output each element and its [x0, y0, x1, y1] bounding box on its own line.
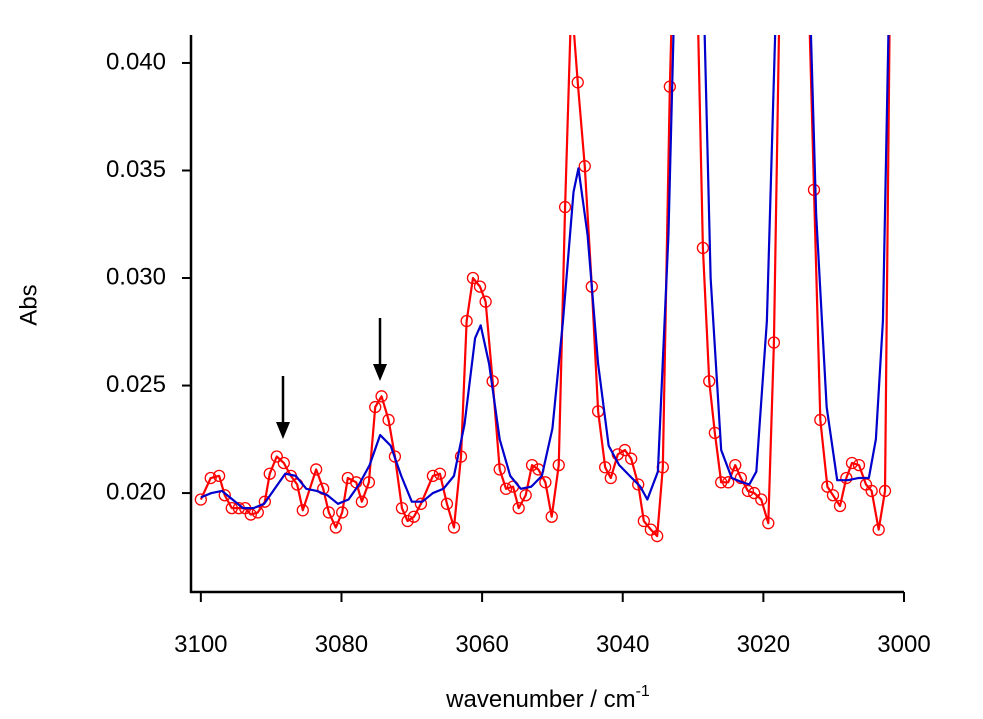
y-tick-label: 0.025	[106, 371, 166, 398]
data-point	[414, 497, 428, 510]
data-point	[499, 482, 513, 495]
data-point	[748, 486, 761, 500]
data-point	[703, 375, 716, 388]
data-point	[493, 463, 506, 476]
y-tick-label: 0.040	[106, 48, 166, 75]
data-point	[218, 489, 231, 502]
data-point	[762, 517, 775, 530]
arrow	[276, 376, 290, 439]
data-point	[552, 458, 565, 472]
data-point	[618, 443, 631, 457]
data-point	[625, 452, 638, 465]
data-point	[651, 529, 664, 543]
arrow-head	[373, 364, 387, 381]
data-point	[545, 510, 558, 523]
data-point	[663, 80, 676, 93]
data-point	[407, 510, 421, 523]
data-point	[632, 478, 645, 491]
data-point	[644, 523, 658, 536]
data-point	[558, 200, 572, 214]
data-point	[310, 463, 323, 476]
data-point	[845, 456, 859, 470]
data-point	[433, 467, 447, 480]
data-point	[734, 471, 748, 485]
data-point	[814, 413, 827, 427]
y-tick-label: 0.030	[106, 263, 166, 290]
data-point	[204, 471, 217, 485]
x-axis-label-superscript: -1	[636, 683, 650, 700]
data-point	[767, 336, 781, 349]
plot-area	[194, 0, 892, 543]
data-point	[447, 521, 461, 534]
data-point	[426, 469, 440, 483]
data-point	[865, 484, 878, 498]
data-point	[212, 469, 226, 483]
data-point	[729, 458, 742, 472]
data-point	[872, 523, 885, 536]
data-point	[401, 514, 414, 528]
x-tick-label: 3080	[315, 631, 368, 658]
data-point	[362, 476, 376, 489]
data-point	[336, 506, 349, 519]
data-point	[479, 295, 492, 308]
data-point	[852, 458, 866, 472]
data-point	[512, 501, 525, 515]
x-tick-label: 3100	[174, 631, 227, 658]
data-point	[473, 280, 487, 293]
data-point	[599, 461, 612, 474]
data-point	[194, 493, 207, 506]
data-point	[637, 514, 650, 528]
data-point	[258, 495, 271, 508]
data-point	[826, 489, 840, 502]
data-point	[395, 501, 409, 515]
data-point	[277, 456, 290, 470]
data-point	[539, 476, 552, 489]
data-point	[571, 76, 584, 89]
y-axis-label: Abs	[15, 284, 42, 325]
x-tick-label: 3060	[455, 631, 508, 658]
arrow	[373, 318, 387, 381]
data-point	[741, 484, 755, 498]
series-line	[200, 35, 890, 510]
data-point	[466, 271, 480, 285]
data-point	[329, 521, 343, 534]
data-point	[807, 183, 821, 196]
data-point	[388, 450, 402, 463]
x-axis-label: wavenumber / cm-1	[445, 683, 650, 713]
data-point	[566, 0, 577, 4]
x-axis-label-text: wavenumber / cm	[445, 686, 635, 713]
data-point	[833, 499, 847, 513]
data-point	[296, 504, 309, 517]
data-point	[519, 489, 532, 502]
data-point	[382, 413, 395, 427]
data-point	[369, 400, 382, 414]
data-point	[722, 476, 735, 489]
y-tick-label: 0.020	[106, 478, 166, 505]
data-point	[322, 506, 335, 519]
arrow-head	[276, 422, 290, 439]
data-point	[263, 467, 276, 480]
data-point	[840, 471, 853, 485]
data-point	[225, 501, 238, 515]
data-point	[525, 458, 539, 472]
data-point	[375, 390, 388, 403]
data-point	[270, 450, 283, 463]
data-point	[578, 160, 591, 173]
y-tick-label: 0.035	[106, 156, 166, 183]
x-tick-label: 3020	[737, 631, 790, 658]
data-point	[755, 493, 768, 506]
data-point	[604, 471, 617, 485]
data-point	[355, 495, 369, 508]
data-point	[821, 480, 834, 493]
data-point	[696, 241, 710, 255]
data-point	[715, 476, 728, 489]
x-tick-label: 3000	[877, 631, 930, 658]
data-point	[878, 484, 892, 498]
data-point	[460, 314, 473, 328]
data-point	[454, 450, 468, 463]
x-tick-label: 3040	[596, 631, 649, 658]
data-point	[440, 497, 454, 510]
